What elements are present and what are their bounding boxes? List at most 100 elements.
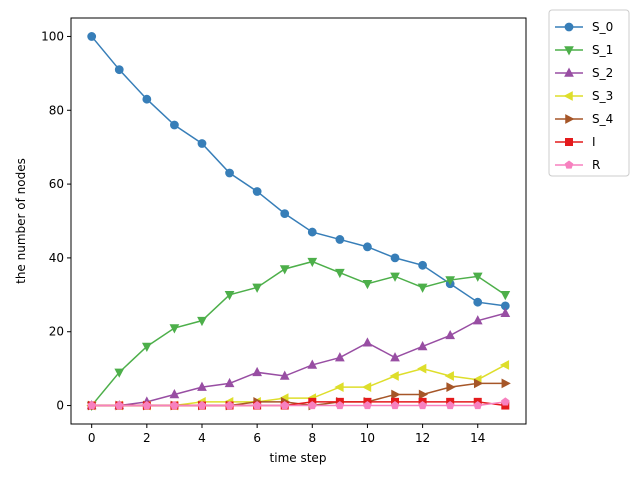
data-point [418, 389, 429, 400]
data-point [87, 401, 96, 410]
data-point [500, 307, 511, 318]
legend: S_0 S_1 S_2 S_3 S_4 IR [548, 9, 630, 177]
data-point [114, 368, 125, 378]
data-point [87, 32, 97, 41]
data-point [142, 94, 152, 104]
data-point [280, 401, 289, 410]
data-point [224, 291, 235, 301]
x-tick-label: 12 [415, 431, 430, 445]
data-point [363, 242, 372, 252]
y-tick-label: 20 [49, 325, 64, 339]
plot-area [86, 32, 511, 412]
legend-marker [565, 114, 575, 124]
data-point [473, 378, 484, 389]
x-tick-label: 10 [360, 431, 375, 445]
y-axis: 0 20 40 60 80 100 [41, 29, 71, 413]
data-point [362, 279, 373, 290]
data-point [197, 316, 207, 327]
series-S_2 [86, 307, 511, 410]
data-point [279, 265, 290, 275]
x-tick-label: 0 [88, 431, 96, 445]
data-point [418, 260, 427, 270]
data-point [501, 378, 511, 389]
legend-item-I: I [555, 135, 596, 149]
data-point [417, 341, 428, 351]
data-point [391, 389, 401, 400]
data-point [363, 401, 372, 410]
legend-item-S_0: S_0 [555, 20, 613, 34]
data-point [444, 371, 454, 381]
data-point [334, 352, 345, 362]
x-tick-label: 4 [198, 431, 206, 445]
data-point [390, 401, 400, 410]
data-point [361, 382, 372, 392]
legend-marker [564, 46, 574, 56]
data-point [252, 401, 262, 410]
data-point [335, 235, 345, 244]
y-tick-label: 0 [56, 399, 64, 413]
data-point [501, 397, 510, 406]
data-point [473, 297, 483, 307]
legend-label: R [592, 158, 600, 172]
data-point [418, 401, 427, 410]
series-line [91, 401, 506, 407]
data-point [225, 401, 234, 410]
legend-marker [565, 137, 574, 146]
legend-marker [564, 22, 574, 32]
data-point [417, 363, 427, 374]
data-point [169, 324, 180, 334]
y-tick-label: 100 [41, 29, 64, 43]
data-point [390, 352, 400, 362]
legend-label: S_4 [592, 112, 613, 126]
series-R [87, 397, 510, 410]
data-point [114, 65, 124, 75]
data-point [389, 371, 399, 381]
legend-marker [564, 67, 574, 77]
data-point [252, 283, 263, 293]
x-tick-label: 14 [470, 431, 485, 445]
data-point [308, 401, 317, 410]
data-point [499, 360, 510, 370]
legend-item-S_1: S_1 [555, 43, 613, 57]
axes-frame [70, 17, 527, 425]
data-point [445, 276, 456, 286]
data-point [390, 253, 400, 263]
data-point [307, 257, 318, 268]
data-point [307, 359, 318, 369]
data-point [335, 401, 345, 410]
data-point [114, 401, 124, 410]
y-tick-label: 40 [49, 251, 64, 265]
legend-item-S_2: S_2 [555, 66, 613, 80]
data-point [252, 366, 263, 377]
legend-label: S_1 [592, 43, 613, 57]
data-point [472, 315, 483, 325]
x-axis: 0 2 4 6 8 10 12 14 [88, 424, 485, 445]
x-tick-label: 2 [143, 431, 151, 445]
legend-label: I [592, 135, 596, 149]
y-tick-label: 80 [49, 103, 64, 117]
data-point [362, 337, 373, 347]
data-point [252, 187, 262, 196]
legend-label: S_0 [592, 20, 613, 34]
data-point [390, 272, 400, 282]
series-I [87, 397, 510, 410]
series-S_0 [87, 32, 510, 311]
data-point [225, 168, 234, 178]
legend-marker [564, 160, 574, 169]
data-point [417, 283, 428, 293]
data-point [500, 291, 511, 301]
legend-item-R: R [555, 158, 600, 172]
data-point [334, 268, 345, 279]
data-point [472, 272, 483, 282]
x-tick-label: 6 [253, 431, 261, 445]
series-line [91, 312, 506, 407]
data-point [197, 401, 207, 410]
data-point [224, 377, 235, 388]
x-tick-label: 8 [308, 431, 316, 445]
data-point [334, 382, 344, 392]
y-tick-label: 60 [49, 177, 64, 191]
legend-item-S_3: S_3 [555, 89, 613, 103]
series-line [91, 35, 506, 307]
data-point [170, 120, 179, 130]
